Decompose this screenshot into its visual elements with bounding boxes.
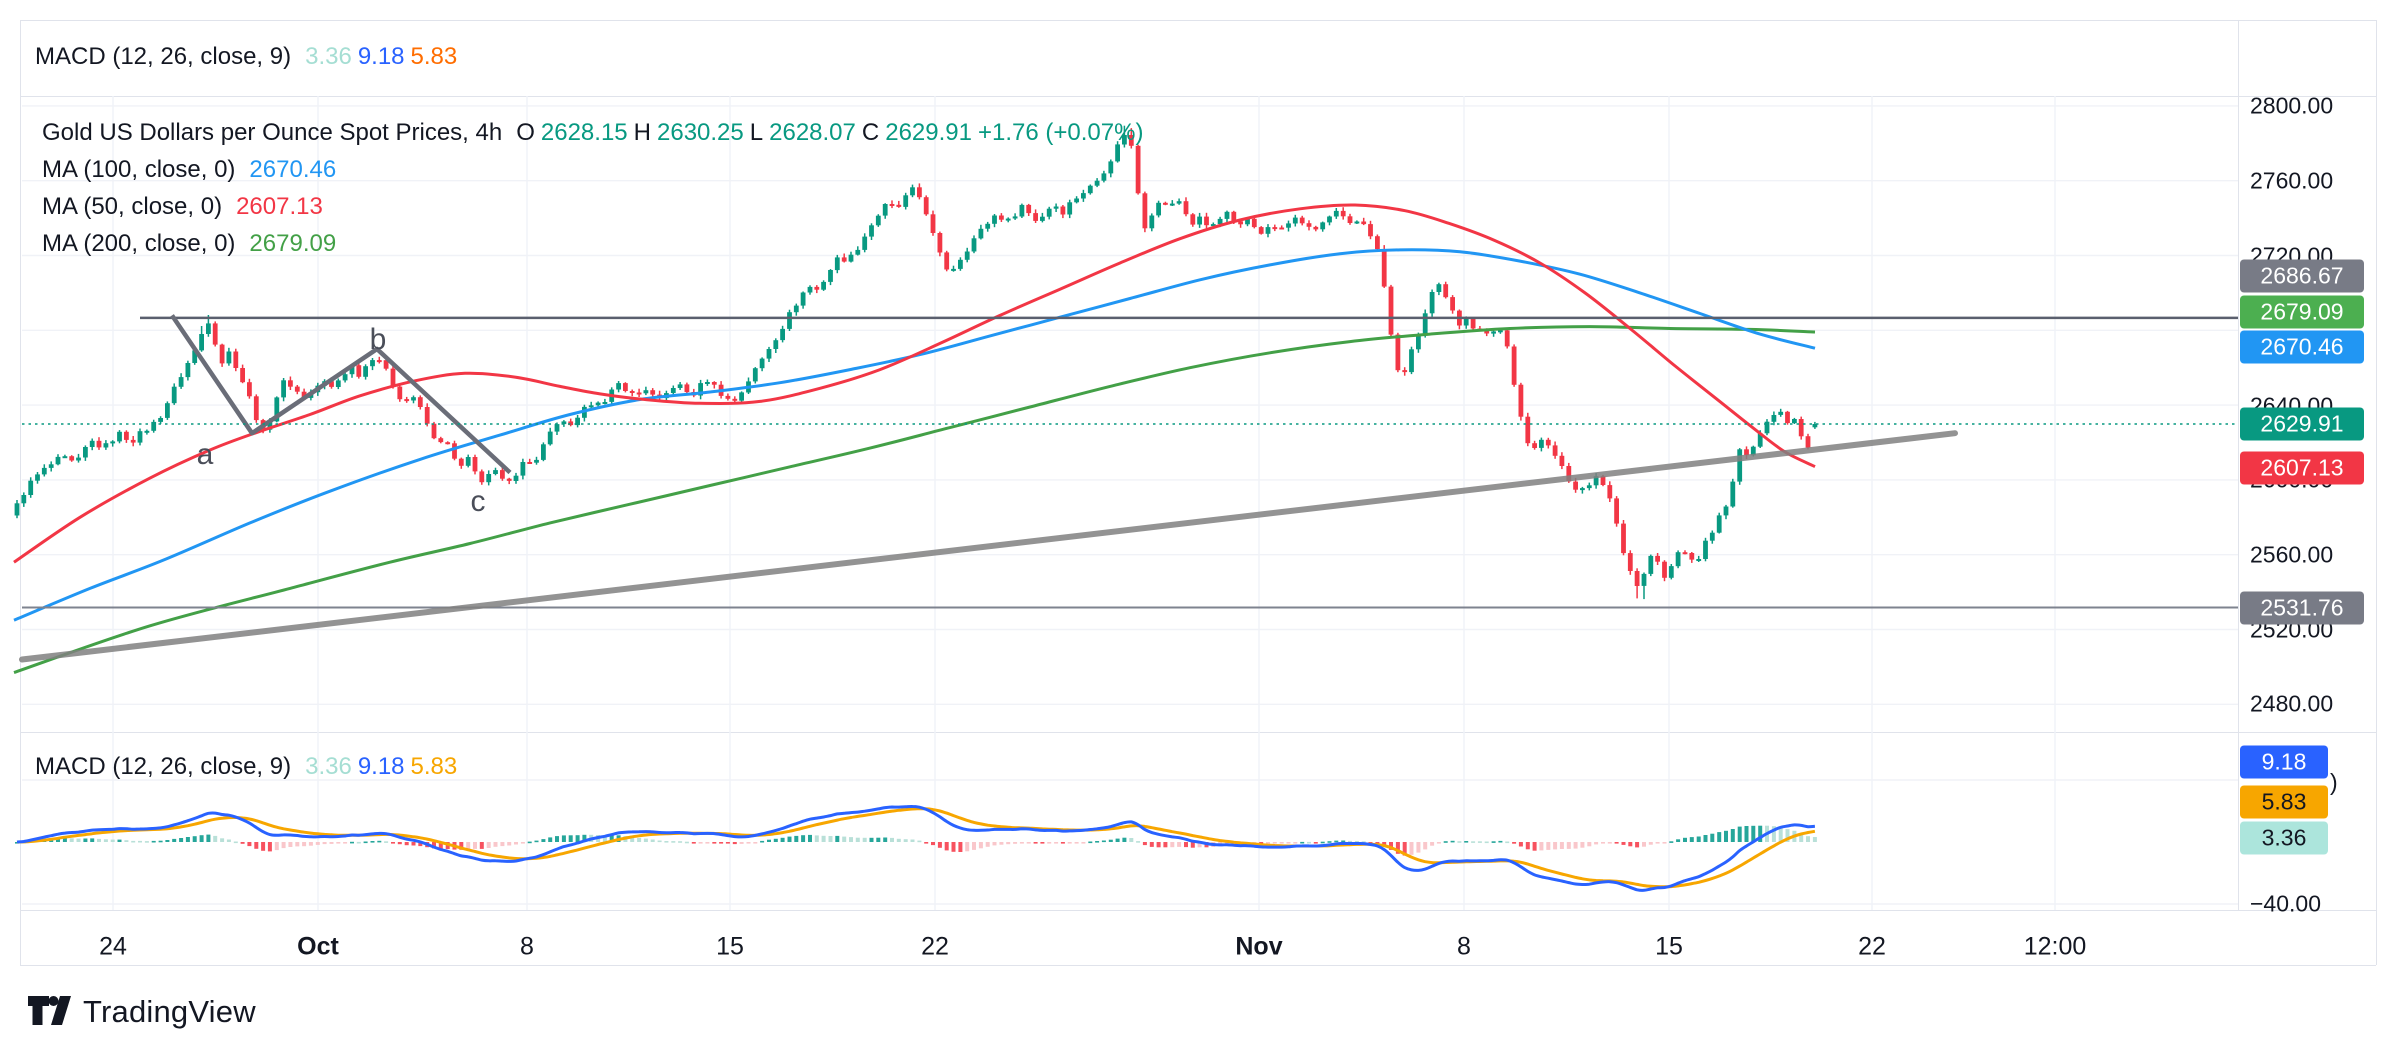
legend-value: C: [861, 119, 880, 146]
price-label-badge: 5.83: [2240, 785, 2328, 819]
axis-tick: 2800.00: [2250, 92, 2334, 119]
time-axis-label: 12:00: [2023, 932, 2087, 961]
time-axis-label: 24: [99, 932, 127, 961]
ma200-line: [13, 325, 1816, 674]
axis-tick: 2560.00: [2250, 541, 2334, 568]
moving-averages: [13, 203, 1816, 674]
ma100-line: [13, 248, 1816, 622]
tradingview-logo-icon: [28, 996, 71, 1025]
legend-value: MA (100, close, 0): [42, 156, 236, 183]
legend-value: 3.36: [305, 753, 352, 780]
legend-value: MACD (12, 26, close, 9): [35, 753, 292, 780]
legend-value: MA (50, close, 0): [42, 193, 223, 220]
legend-value: 2670.46: [249, 156, 337, 183]
time-axis-label: Oct: [297, 932, 339, 961]
top-macd-legend[interactable]: MACD (12, 26, close, 9) 3.36 9.18 5.83: [35, 44, 463, 70]
time-axis-label: 8: [520, 932, 534, 961]
time-axis[interactable]: 24 Oct 8 15 22 Nov 8 15 22 12:00: [20, 910, 2376, 965]
price-label-badge: 3.36: [2240, 821, 2328, 855]
ma50-legend[interactable]: MA (50, close, 0) 2607.13: [42, 194, 329, 220]
legend-value: 9.18: [357, 43, 405, 70]
legend-value: 3.36: [305, 43, 352, 70]
tradingview-logo[interactable]: TradingView: [27, 990, 256, 1034]
legend-value: 2679.09: [249, 230, 337, 257]
price-label-badge: 2679.09: [2240, 295, 2364, 329]
trendline: [19, 430, 1958, 663]
legend-value: 5.83: [410, 753, 458, 780]
legend-value: 2607.13: [236, 193, 323, 220]
zigzag-label-b: b: [369, 323, 387, 356]
time-axis-label: 22: [921, 932, 949, 961]
price-label-badge: 2531.76: [2240, 591, 2364, 625]
price-label-badge: 2670.46: [2240, 330, 2364, 364]
price-axis-separator: [2238, 20, 2239, 910]
axis-tick: 2480.00: [2250, 690, 2334, 717]
price-axis[interactable]: 2800.002760.002720.002640.002600.002560.…: [2238, 20, 2396, 917]
macd-main-line: [16, 804, 1816, 892]
macd-histogram: [15, 825, 1817, 856]
gridlines: [22, 96, 2238, 910]
legend-value: H: [633, 119, 651, 146]
axis-tick: −40.00: [2250, 890, 2321, 917]
legend-value: 9.18: [357, 753, 405, 780]
drawings: [19, 314, 2238, 663]
time-axis-label: 15: [1655, 932, 1683, 961]
axis-tick: 2760.00: [2250, 167, 2334, 194]
legend-value: 5.83: [410, 43, 458, 70]
card-border-top: [20, 20, 2376, 21]
price-label-badge: 2629.91: [2240, 407, 2364, 441]
pane-divider: [20, 732, 2376, 733]
zigzag-label-c: c: [470, 485, 486, 518]
price-label-badge: 9.18: [2240, 745, 2328, 779]
ma50-line: [13, 203, 1816, 564]
time-axis-label: 15: [716, 932, 744, 961]
time-axis-border: [20, 910, 2376, 911]
time-axis-label: 22: [1858, 932, 1886, 961]
legend-value: 2630.25: [657, 119, 744, 146]
symbol-ohlc-legend[interactable]: Gold US Dollars per Ounce Spot Prices, 4…: [42, 120, 1149, 146]
macd-lines: [16, 804, 1816, 892]
legend-value: 2628.07: [769, 119, 856, 146]
price-label-badge: 2607.13: [2240, 451, 2364, 485]
ma100-legend[interactable]: MA (100, close, 0) 2670.46: [42, 157, 342, 183]
time-axis-label: 8: [1457, 932, 1471, 961]
time-axis-label: Nov: [1235, 932, 1283, 961]
zigzag-label-a: a: [196, 438, 214, 471]
legend-value: MA (200, close, 0): [42, 230, 236, 257]
tradingview-logo-text: TradingView: [83, 994, 256, 1029]
bottom-macd-legend[interactable]: MACD (12, 26, close, 9) 3.36 9.18 5.83: [35, 754, 463, 780]
indicator-strip-divider: [20, 96, 2376, 97]
zigzag-abc: [170, 314, 512, 475]
legend-value: L: [749, 119, 764, 146]
legend-value: 2629.91: [885, 119, 972, 146]
card-border-right: [2376, 20, 2377, 965]
legend-value: +1.76 (+0.07%): [978, 119, 1144, 146]
ma200-legend[interactable]: MA (200, close, 0) 2679.09: [42, 231, 342, 257]
card-border-left: [20, 20, 21, 965]
legend-value: MACD (12, 26, close, 9): [35, 43, 292, 70]
axis-artifact: ): [2330, 769, 2338, 795]
macd-signal-line: [16, 807, 1816, 889]
legend-value: 2628.15: [540, 119, 628, 146]
price-label-badge: 2686.67: [2240, 259, 2364, 293]
card-border-bottom: [20, 965, 2376, 966]
legend-value: Gold US Dollars per Ounce Spot Prices, 4…: [42, 119, 503, 146]
legend-value: O: [516, 119, 535, 146]
